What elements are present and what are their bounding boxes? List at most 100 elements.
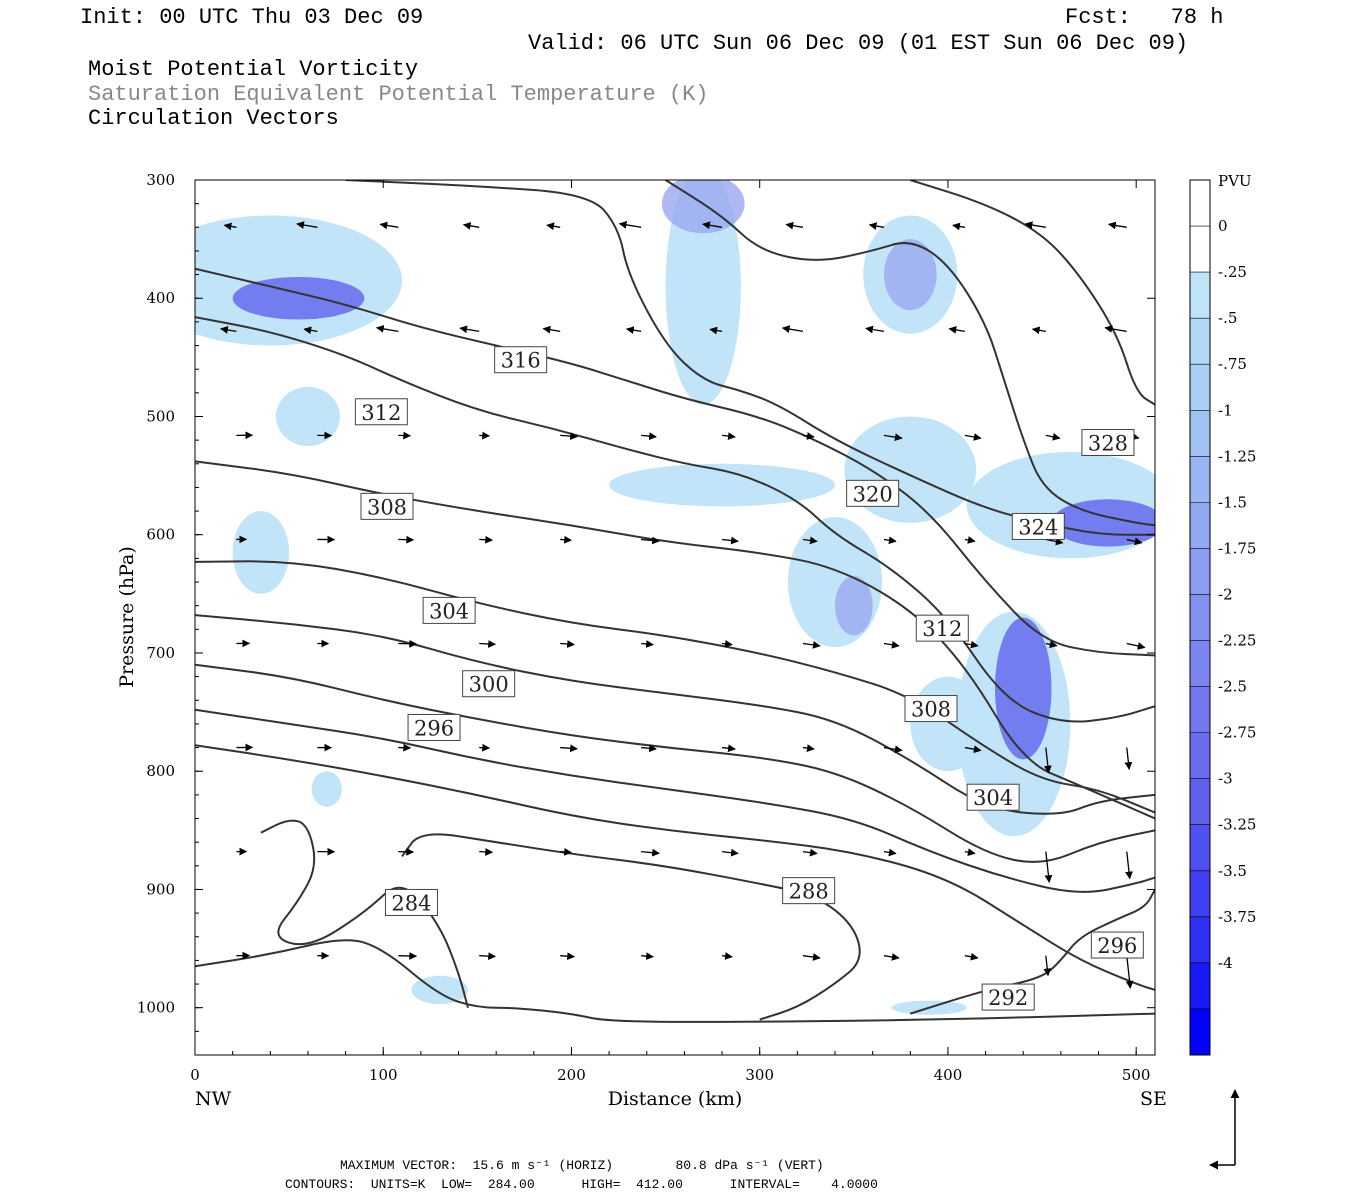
colorbar-swatch bbox=[1190, 180, 1210, 227]
contour-label-288: 288 bbox=[782, 877, 836, 905]
circulation-vector bbox=[802, 848, 818, 857]
circulation-vector bbox=[948, 326, 965, 334]
field-title-pv: Moist Potential Vorticity bbox=[88, 57, 419, 82]
x-tick-label: 300 bbox=[745, 1066, 774, 1084]
contour-label-text: 308 bbox=[911, 698, 951, 722]
contour-label-text: 308 bbox=[367, 495, 407, 519]
circulation-vector bbox=[709, 326, 723, 335]
footer-max-vector: MAXIMUM VECTOR: 15.6 m s⁻¹ (HORIZ) 80.8 … bbox=[340, 1158, 824, 1173]
colorbar: PVU 0 -.25 -.5 -.75 -1 -1.25 -1.5 -1.75 -2 -2.25 -2… bbox=[1189, 172, 1256, 1056]
circulation-vector bbox=[964, 536, 976, 544]
x-axis-label: Distance (km) bbox=[608, 1088, 743, 1110]
y-tick-label: 1000 bbox=[137, 999, 175, 1017]
theta-contour-288 bbox=[401, 833, 861, 1021]
contour-label-text: 316 bbox=[501, 349, 541, 373]
y-tick-label: 500 bbox=[146, 407, 175, 425]
circulation-vector bbox=[1125, 955, 1134, 989]
circulation-vector bbox=[641, 848, 660, 857]
circulation-vector bbox=[1024, 221, 1046, 229]
pv-region bbox=[995, 617, 1052, 760]
circulation-vector bbox=[459, 325, 480, 334]
circulation-vector bbox=[223, 222, 237, 231]
field-title-vectors: Circulation Vectors bbox=[88, 106, 339, 131]
pv-region bbox=[835, 576, 873, 636]
contour-label-296: 296 bbox=[1090, 931, 1144, 959]
circulation-vector bbox=[641, 744, 657, 753]
circulation-vector bbox=[964, 433, 982, 441]
contour-label-308: 308 bbox=[360, 492, 414, 520]
circulation-vector bbox=[560, 640, 575, 648]
colorbar-swatch bbox=[1190, 962, 1210, 1010]
contour-label-text: 296 bbox=[414, 716, 454, 740]
contour-label-text: 320 bbox=[853, 482, 893, 506]
circulation-vector bbox=[721, 432, 736, 440]
circulation-vector bbox=[303, 326, 318, 335]
contour-label-box bbox=[981, 983, 1035, 1011]
circulation-vector bbox=[296, 221, 318, 229]
x-tick-label: 100 bbox=[369, 1066, 398, 1084]
circulation-vector bbox=[802, 744, 815, 752]
circulation-vector bbox=[1124, 747, 1133, 770]
contour-label-text: 312 bbox=[361, 401, 401, 425]
axes: 0 100 200 300 400 500 300 400 500 600 700 800 900 100… bbox=[137, 171, 1155, 1084]
colorbar-label: -3.5 bbox=[1218, 862, 1247, 880]
colorbar-swatch bbox=[1190, 456, 1210, 503]
colorbar-label: -.5 bbox=[1218, 309, 1237, 327]
circulation-vector bbox=[479, 848, 494, 856]
contour-label-300: 300 bbox=[462, 670, 516, 698]
circulation-vector bbox=[641, 536, 660, 545]
colorbar-swatch bbox=[1190, 502, 1210, 549]
init-time: Init: 00 UTC Thu 03 Dec 09 bbox=[80, 5, 424, 30]
colorbar-label: -3.75 bbox=[1218, 908, 1256, 926]
y-axis-label: Pressure (hPa) bbox=[116, 546, 138, 688]
pv-region bbox=[275, 386, 340, 447]
contour-label-box bbox=[462, 670, 516, 698]
reference-vector bbox=[1209, 1089, 1240, 1170]
contour-label-304: 304 bbox=[966, 783, 1020, 811]
contour-label-text: 328 bbox=[1088, 432, 1128, 456]
circulation-vector bbox=[802, 641, 821, 649]
circulation-vector bbox=[1031, 326, 1046, 335]
contour-label-box bbox=[1090, 931, 1144, 959]
contour-label-box bbox=[782, 877, 836, 905]
contour-label-box bbox=[494, 346, 548, 374]
valid-time: Valid: 06 UTC Sun 06 Dec 09 (01 EST Sun … bbox=[528, 31, 1189, 56]
circulation-vector bbox=[641, 952, 654, 961]
colorbar-swatch bbox=[1190, 364, 1210, 411]
circulation-vector bbox=[964, 952, 979, 961]
y-tick-label: 700 bbox=[146, 644, 175, 662]
circulation-vector bbox=[1125, 851, 1133, 880]
contour-labels: 316 312 308 304 300 296 284 288 292 296 304 308 312 3… bbox=[354, 346, 1144, 1011]
circulation-vector bbox=[1107, 221, 1127, 230]
circulation-vector bbox=[1126, 642, 1146, 650]
pv-region bbox=[232, 511, 290, 594]
colorbar-swatch bbox=[1190, 1008, 1210, 1056]
contour-label-text: 304 bbox=[429, 599, 469, 623]
contour-label-text: 300 bbox=[469, 673, 509, 697]
y-tick-label: 300 bbox=[146, 171, 175, 189]
y-tick-label: 600 bbox=[146, 526, 175, 544]
x-tick-label: 400 bbox=[934, 1066, 963, 1084]
x-tick-label: 200 bbox=[557, 1066, 586, 1084]
contour-label-292: 292 bbox=[981, 983, 1035, 1011]
field-title-theta: Saturation Equivalent Potential Temperat… bbox=[88, 82, 709, 107]
contour-label-text: 312 bbox=[922, 617, 962, 641]
colorbar-label: -2 bbox=[1218, 585, 1233, 603]
circulation-vector bbox=[625, 326, 642, 334]
circulation-vector bbox=[1104, 325, 1127, 333]
theta-contour-300 bbox=[195, 614, 1155, 815]
colorbar-label: -1 bbox=[1218, 401, 1233, 419]
colorbar-swatch bbox=[1190, 548, 1210, 595]
circulation-vector bbox=[702, 221, 723, 230]
circulation-vector bbox=[1045, 640, 1058, 649]
colorbar-label: -.25 bbox=[1218, 263, 1247, 281]
y-tick-label: 400 bbox=[146, 289, 175, 307]
x-tick-label: 500 bbox=[1122, 1066, 1151, 1084]
circulation-vector bbox=[964, 640, 979, 649]
circulation-vector bbox=[883, 848, 897, 857]
contour-label-304: 304 bbox=[422, 596, 476, 624]
colorbar-swatch bbox=[1190, 594, 1210, 642]
circulation-vector bbox=[1126, 537, 1143, 546]
contour-label-320: 320 bbox=[846, 479, 900, 507]
plot-frame bbox=[194, 179, 1156, 1056]
